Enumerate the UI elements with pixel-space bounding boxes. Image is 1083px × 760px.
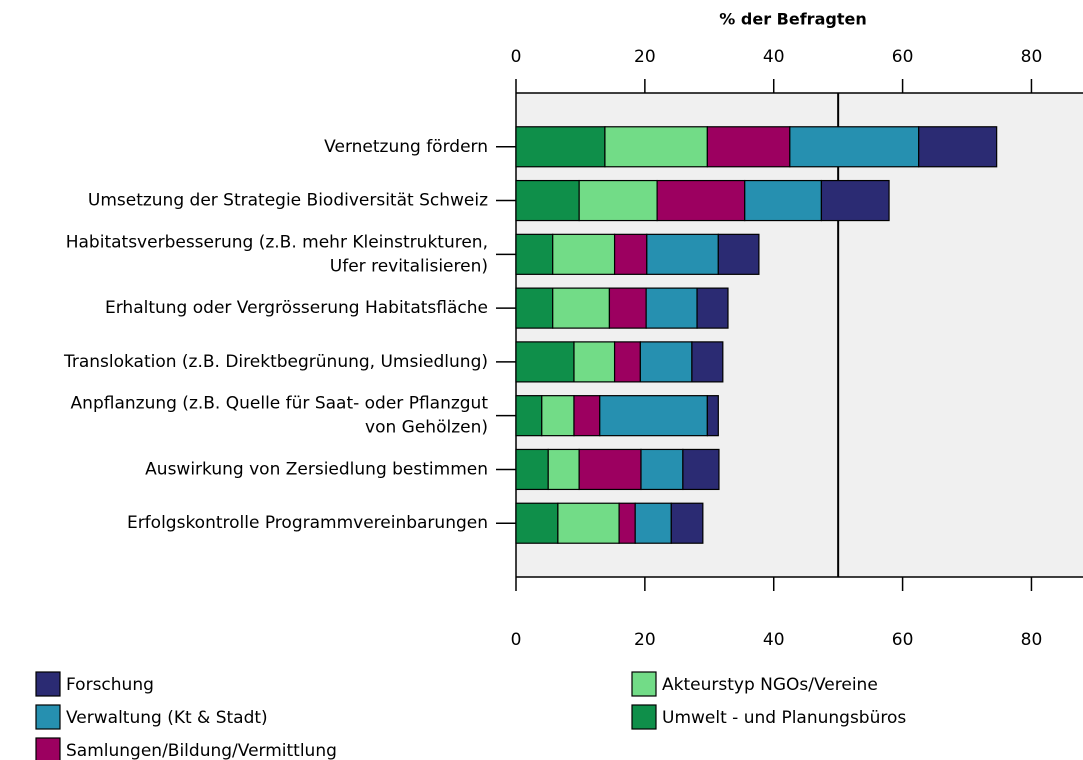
bar-segment xyxy=(918,126,998,168)
x-tick-label-bottom: 0 xyxy=(511,630,522,650)
bar-segment xyxy=(670,502,704,544)
bar-segment xyxy=(578,179,658,222)
bar-segment xyxy=(696,287,729,329)
legend-label: Forschung xyxy=(66,675,154,695)
legend-swatch xyxy=(35,704,61,730)
y-tick-label: Translokation (z.B. Direktbegrünung, Ums… xyxy=(63,352,488,372)
x-tick-label-top: 20 xyxy=(634,47,656,67)
bar-segment xyxy=(515,341,575,383)
x-tick-label-bottom: 20 xyxy=(634,630,656,650)
y-tick-label: Umsetzung der Strategie Biodiversität Sc… xyxy=(88,191,488,211)
y-tick-label: Erfolgskontrolle Programmvereinbarungen xyxy=(127,513,488,533)
bar-segment xyxy=(656,179,746,222)
bar-segment xyxy=(618,502,636,544)
bar-segment xyxy=(573,395,601,437)
legend-label: Akteurstyp NGOs/Vereine xyxy=(662,675,878,695)
bar-segment xyxy=(515,287,554,329)
bar-segment xyxy=(820,179,890,222)
y-tick-label: Erhaltung oder Vergrösserung Habitatsflä… xyxy=(105,298,488,318)
bar-segment xyxy=(640,448,684,491)
y-tick-label: Ufer revitalisieren) xyxy=(330,256,488,276)
legend-swatch xyxy=(631,704,657,730)
legend-swatch xyxy=(35,671,61,697)
legend-label: Samlungen/Bildung/Vermittlung xyxy=(66,741,337,760)
bar-segment xyxy=(639,341,693,383)
bar-segment xyxy=(682,448,720,491)
x-tick-label-bottom: 40 xyxy=(763,630,785,650)
bar-segment xyxy=(706,126,791,168)
bar-segment xyxy=(646,233,719,275)
bar-segment xyxy=(744,179,823,222)
bar-segment xyxy=(515,126,606,168)
bar-segment xyxy=(608,287,647,329)
y-tick-label: Vernetzung fördern xyxy=(324,137,488,157)
y-tick-label: Anpflanzung (z.B. Quelle für Saat- oder … xyxy=(71,394,489,414)
bar-segment xyxy=(691,341,724,383)
bar-segment xyxy=(515,179,580,222)
bar-segment xyxy=(515,395,543,437)
bar-segment xyxy=(717,233,760,275)
y-tick-label: Auswirkung von Zersiedlung bestimmen xyxy=(145,459,488,479)
bar-segment xyxy=(613,233,648,275)
bar-segment xyxy=(552,233,616,275)
y-tick-label: Habitatsverbesserung (z.B. mehr Kleinstr… xyxy=(66,232,488,252)
bar-segment xyxy=(515,502,559,544)
bar-segment xyxy=(541,395,575,437)
plot-area xyxy=(516,93,1083,577)
bar-segment xyxy=(634,502,672,544)
x-tick-label-top: 40 xyxy=(763,47,785,67)
bar-segment xyxy=(547,448,580,491)
legend-swatch xyxy=(631,671,657,697)
bar-segment xyxy=(573,341,616,383)
bar-segment xyxy=(613,341,641,383)
bar-segment xyxy=(515,233,554,275)
x-tick-label-top: 60 xyxy=(892,47,914,67)
x-tick-label-top: 80 xyxy=(1021,47,1043,67)
y-tick-label: von Gehölzen) xyxy=(365,418,488,438)
x-tick-label-bottom: 60 xyxy=(892,630,914,650)
x-tick-label-bottom: 80 xyxy=(1021,630,1043,650)
bar-segment xyxy=(789,126,920,168)
bar-segment xyxy=(645,287,698,329)
bar-segment xyxy=(578,448,642,491)
legend-label: Umwelt - und Planungsbüros xyxy=(662,708,906,728)
chart-title: % der Befragten xyxy=(719,10,866,29)
bar-segment xyxy=(604,126,708,168)
bar-segment xyxy=(552,287,611,329)
bar-segment xyxy=(557,502,620,544)
bar-segment xyxy=(515,448,549,491)
bar-segment xyxy=(599,395,708,437)
x-tick-label-top: 0 xyxy=(511,47,522,67)
legend-label: Verwaltung (Kt & Stadt) xyxy=(66,708,268,728)
bar-segment xyxy=(706,395,719,437)
legend-swatch xyxy=(35,737,61,760)
